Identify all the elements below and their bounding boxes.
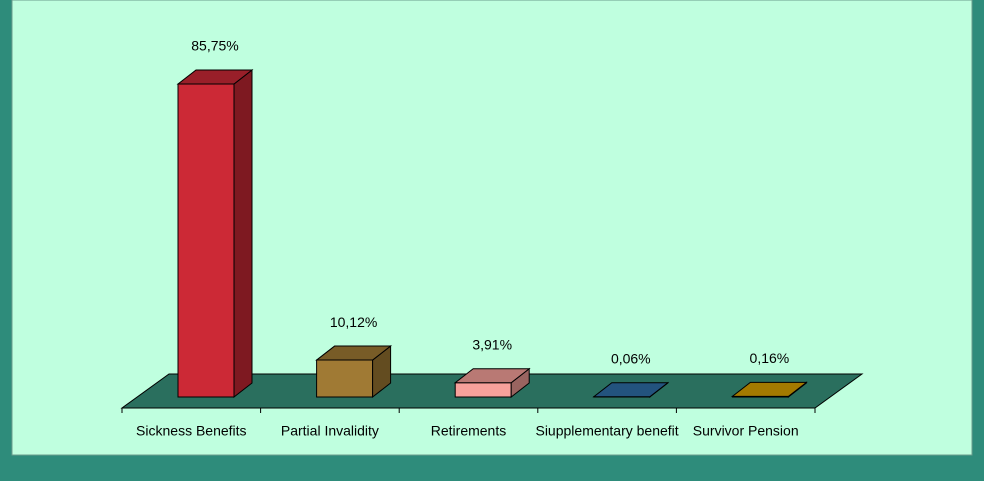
x-tick-label: Survivor Pension xyxy=(693,423,799,439)
bar-top xyxy=(453,368,531,384)
value-label: 10,12% xyxy=(330,314,377,330)
x-tick-label: Sickness Benefits xyxy=(136,423,247,439)
bar-top xyxy=(592,382,670,398)
bar-side xyxy=(233,68,253,399)
bar xyxy=(453,367,531,399)
value-label: 3,91% xyxy=(472,336,512,352)
bar-front xyxy=(454,382,512,398)
bar-top xyxy=(730,381,808,397)
value-label: 85,75% xyxy=(191,38,238,54)
bar xyxy=(730,381,808,399)
x-tick-label: Retirements xyxy=(431,423,506,439)
bar xyxy=(315,345,393,399)
value-label: 0,06% xyxy=(611,350,651,366)
bar-top xyxy=(315,345,393,361)
value-label: 0,16% xyxy=(750,350,790,366)
bar xyxy=(176,68,254,399)
bar-top xyxy=(176,69,254,85)
bar xyxy=(592,381,670,399)
x-tick-label: Partial Invalidity xyxy=(281,423,379,439)
bar-front xyxy=(177,83,235,398)
bar-front xyxy=(316,359,374,398)
x-tick-label: Siupplementary benefit xyxy=(535,423,678,439)
